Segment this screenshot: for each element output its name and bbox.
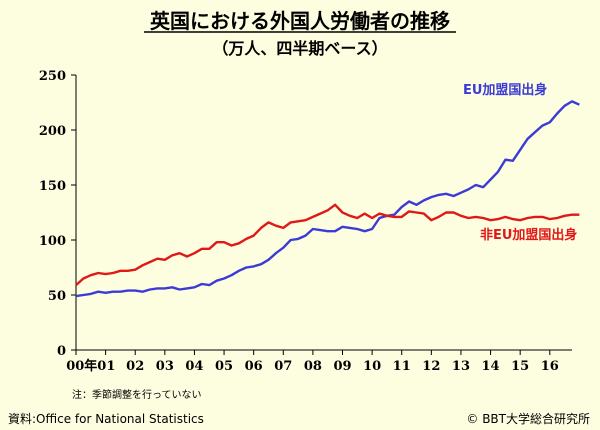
x-tick-label: 13 <box>452 359 470 374</box>
axes: 0 50 100 150 200 250 00年01 02 03 04 05 06 07 08 09 10 11… <box>39 69 572 374</box>
x-tick-label: 12 <box>422 359 440 374</box>
x-tick-label: 16 <box>541 359 559 374</box>
series-label-eu: EU加盟国出身 <box>463 82 547 98</box>
chart-title: 英国における外国人労働者の推移 <box>150 9 450 33</box>
x-tick-label: 08 <box>304 359 322 374</box>
x-tick-label: 04 <box>185 359 203 374</box>
chart-subtitle: （万人、四半期ベース） <box>212 39 387 58</box>
series-layer <box>75 100 580 298</box>
x-tick-label: 05 <box>215 359 233 374</box>
x-tick-label: 02 <box>126 359 144 374</box>
x-tick-label: 07 <box>274 359 292 374</box>
x-tick-label: 14 <box>482 359 500 374</box>
x-tick-label: 11 <box>393 359 411 374</box>
copyright-text: © BBT大学総合研究所 <box>466 411 590 426</box>
y-tick-label: 200 <box>39 124 66 139</box>
x-tick-label: 00年01 <box>66 358 115 374</box>
x-tick-label: 10 <box>363 359 381 374</box>
x-tick-label: 03 <box>156 359 174 374</box>
y-tick-label: 150 <box>39 179 66 194</box>
y-tick-label: 250 <box>39 69 66 84</box>
source-text: 資料:Office for National Statistics <box>8 412 204 426</box>
y-tick-label: 100 <box>39 234 66 249</box>
series-line-eu <box>75 100 580 298</box>
series-label-non-eu: 非EU加盟国出身 <box>480 227 577 243</box>
x-tick-label: 09 <box>333 359 351 374</box>
note-text: 注：季節調整を行っていない <box>72 388 202 401</box>
x-tick-label: 15 <box>511 359 529 374</box>
x-tick-label: 06 <box>245 359 263 374</box>
y-tick-label: 0 <box>57 344 66 359</box>
series-line-non-eu <box>75 203 580 286</box>
y-tick-label: 50 <box>48 289 66 304</box>
